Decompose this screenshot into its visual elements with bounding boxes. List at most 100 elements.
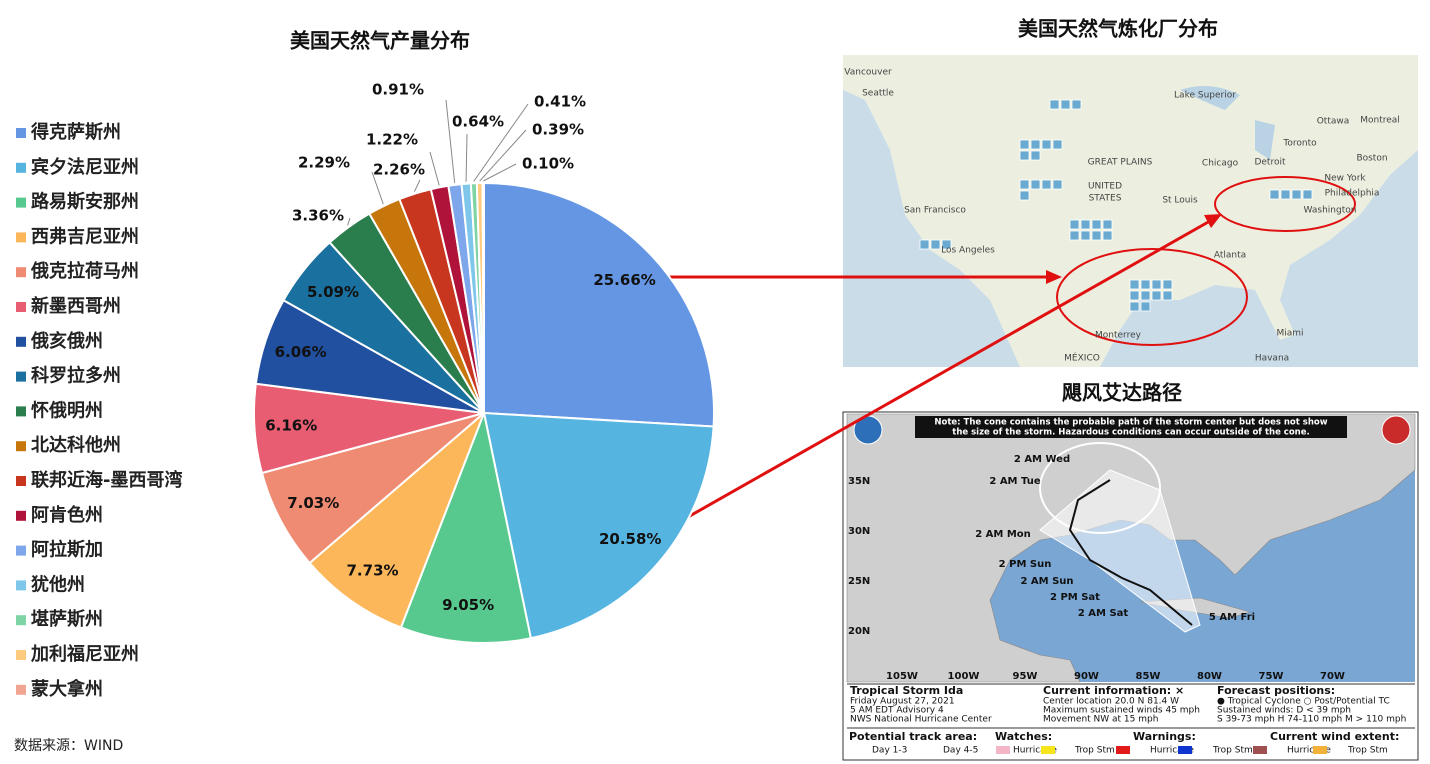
refinery-icon — [1102, 230, 1113, 241]
refinery-icon — [1052, 139, 1063, 150]
refinery-icon — [930, 239, 941, 250]
legend-label: 新墨西哥州 — [31, 295, 121, 317]
footer-text: Sustained winds: D < 39 mph — [1217, 706, 1351, 716]
arrow-head — [1046, 270, 1062, 284]
refinery-icon — [1291, 189, 1302, 200]
legend-label: 北达科他州 — [31, 434, 121, 456]
data-label: 20.58% — [599, 530, 661, 548]
refinery-icon — [1019, 190, 1030, 201]
map-label: Ottawa — [1317, 117, 1350, 127]
pie-slice — [481, 181, 485, 414]
lat-label: 20N — [848, 626, 870, 637]
legend-label: 得克萨斯州 — [30, 121, 121, 143]
footer-text: Potential track area: — [849, 730, 977, 743]
refinery-icon — [1151, 290, 1162, 301]
refinery-icon — [1091, 230, 1102, 241]
footer-text: Current information: × — [1043, 684, 1184, 697]
refinery-icon — [1052, 179, 1063, 190]
arrow-head — [1204, 214, 1222, 228]
lon-label: 90W — [1074, 671, 1099, 682]
legend-label: 阿肯色州 — [31, 504, 103, 526]
map-lakes — [1180, 86, 1275, 160]
refinery-map — [843, 55, 1418, 367]
map-label: Los Angeles — [941, 246, 995, 256]
map-label: Detroit — [1254, 158, 1286, 168]
legend-swatch — [16, 406, 26, 417]
pie-slice — [483, 181, 715, 428]
footer-text: Current wind extent: — [1270, 730, 1399, 743]
leader-line — [347, 217, 351, 226]
legend-label: 西弗吉尼亚州 — [31, 225, 139, 247]
refinery-icon — [941, 239, 952, 250]
data-label: 25.66% — [593, 271, 655, 289]
data-label: 7.03% — [287, 494, 339, 512]
track-label: 2 AM Sat — [1078, 608, 1129, 619]
refinery-icon — [1140, 290, 1151, 301]
refinery-icon — [1080, 219, 1091, 230]
legend-swatch — [16, 336, 26, 347]
map-label: MÉXICO — [1064, 352, 1100, 364]
track-label: 2 PM Sat — [1050, 592, 1100, 603]
data-label: 0.91% — [372, 81, 424, 99]
lon-label: 100W — [948, 671, 980, 682]
legend-label: 加利福尼亚州 — [30, 643, 139, 665]
footer-text: 5 AM EDT Advisory 4 — [850, 706, 944, 716]
lon-label: 95W — [1013, 671, 1038, 682]
refinery-icon — [1140, 301, 1151, 312]
footer-text: Maximum sustained winds 45 mph — [1043, 706, 1200, 716]
refinery-icon — [919, 239, 930, 250]
map-label: Vancouver — [844, 68, 892, 78]
leader-line — [483, 163, 517, 182]
map-label: San Francisco — [904, 206, 966, 216]
leader-line — [465, 133, 468, 182]
refinery-icon — [1019, 139, 1030, 150]
legend-swatch — [16, 267, 26, 278]
pie-slice — [399, 409, 533, 644]
footer-text: Hurricane — [1150, 746, 1194, 756]
pie-slice — [260, 412, 485, 565]
legend-label: 俄亥俄州 — [30, 330, 103, 352]
footer-text: S 39-73 mph H 74-110 mph M > 110 mph — [1217, 715, 1406, 725]
note: Note: The cone contains the probable pat… — [934, 418, 1327, 428]
lat-label: 25N — [848, 576, 870, 587]
data-label: 6.06% — [275, 343, 327, 361]
data-label: 3.36% — [292, 207, 344, 225]
map-label: Seattle — [862, 89, 894, 99]
footer-text: Movement NW at 15 mph — [1043, 715, 1158, 725]
refinery-icon — [1060, 99, 1071, 110]
map-label: Havana — [1255, 354, 1289, 364]
legend-swatch — [16, 615, 26, 626]
map-label: St Louis — [1162, 196, 1198, 206]
footer-text: Trop Stm — [1212, 746, 1253, 756]
legend-swatch — [16, 441, 26, 452]
legend-swatch — [16, 510, 26, 521]
lon-label: 85W — [1136, 671, 1161, 682]
nws-logo — [1381, 415, 1411, 445]
track-label: 2 AM Sun — [1020, 576, 1073, 587]
leader-line — [479, 129, 527, 182]
legend-label: 怀俄明州 — [31, 399, 103, 421]
swatch — [1116, 746, 1130, 754]
refinery-icon — [1030, 150, 1041, 161]
lon-label: 80W — [1197, 671, 1222, 682]
refinery-icon — [1280, 189, 1291, 200]
map-label: Monterrey — [1095, 331, 1142, 341]
map-label: Washington — [1304, 206, 1357, 216]
legend-swatch — [16, 476, 26, 486]
lon-label: 75W — [1259, 671, 1284, 682]
map-label: Atlanta — [1214, 251, 1246, 261]
legend-swatch — [16, 162, 26, 173]
lon-label: 70W — [1320, 671, 1345, 682]
legend-swatch — [16, 650, 26, 660]
refinery-icon — [1129, 290, 1140, 301]
refinery-icon — [1019, 150, 1030, 161]
legend-swatch — [16, 232, 26, 243]
refinery-icon — [1162, 290, 1173, 301]
refinery-icon — [1041, 179, 1052, 190]
footer-text: Hurricane — [1287, 746, 1331, 756]
data-label: 2.26% — [373, 161, 425, 179]
highlight-ellipse — [1056, 248, 1248, 346]
map-label: STATES — [1089, 194, 1122, 204]
arrow — [664, 219, 1211, 532]
